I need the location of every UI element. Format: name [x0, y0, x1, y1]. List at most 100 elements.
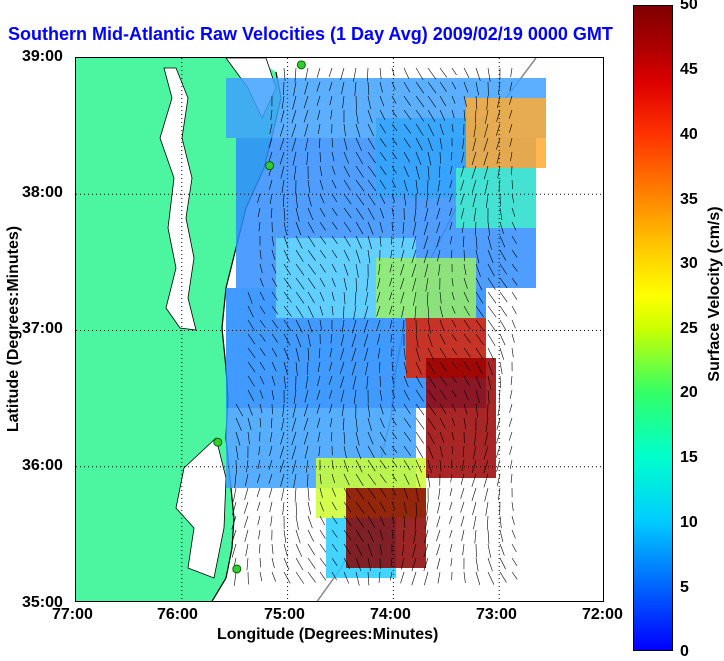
velocity-vector	[284, 572, 290, 583]
y-tick-label: 37:00	[22, 320, 63, 338]
x-tick-label: 74:00	[370, 606, 411, 624]
colorbar-tick: 40	[680, 126, 698, 144]
velocity-vector	[271, 516, 272, 526]
velocity-vector	[450, 530, 452, 538]
velocity-vector	[510, 390, 512, 399]
velocity-vector	[244, 502, 248, 514]
velocity-vector	[308, 488, 309, 501]
velocity-vector	[488, 530, 489, 544]
velocity-vector	[416, 68, 423, 80]
velocity-vector	[258, 530, 260, 539]
velocity-vector	[512, 292, 517, 300]
velocity-vector	[485, 488, 488, 501]
colorbar-tick: 15	[680, 449, 698, 467]
velocity-cell	[346, 488, 426, 568]
y-tick-label: 39:00	[22, 48, 63, 66]
velocity-vector	[488, 292, 496, 303]
velocity-vector	[308, 502, 311, 515]
colorbar	[633, 5, 673, 651]
velocity-vector	[438, 572, 440, 583]
velocity-vector	[510, 446, 512, 455]
velocity-vector	[257, 488, 260, 497]
velocity-field	[226, 78, 546, 578]
velocity-vector	[452, 68, 457, 75]
velocity-vector	[260, 572, 262, 581]
velocity-vector	[472, 488, 476, 501]
velocity-vector	[488, 334, 495, 346]
colorbar-tick: 50	[680, 0, 698, 14]
velocity-vector	[462, 530, 464, 541]
velocity-vector	[497, 460, 500, 472]
station-marker	[297, 61, 305, 69]
velocity-vector	[461, 516, 464, 527]
velocity-vector	[500, 572, 506, 582]
velocity-vector	[488, 572, 494, 585]
velocity-vector	[245, 488, 248, 500]
velocity-vector	[437, 544, 440, 555]
velocity-vector	[496, 432, 500, 444]
velocity-vector	[308, 572, 316, 582]
velocity-vector	[510, 404, 512, 413]
velocity-vector	[464, 68, 469, 78]
velocity-vector	[500, 334, 505, 345]
velocity-vector	[281, 488, 284, 501]
velocity-vector	[464, 572, 465, 583]
velocity-vector	[416, 432, 424, 443]
velocity-vector	[450, 488, 452, 496]
velocity-vector	[247, 558, 248, 570]
station-marker	[233, 565, 241, 573]
velocity-vector	[424, 572, 428, 585]
colorbar-label: Surface Velocity (cm/s)	[706, 184, 724, 404]
velocity-vector	[511, 68, 512, 77]
velocity-vector	[511, 376, 512, 385]
velocity-vector	[463, 544, 464, 555]
colorbar-tick: 0	[680, 643, 689, 661]
velocity-vector	[284, 558, 289, 570]
y-axis-label: Latitude (Degrees:Minutes)	[5, 219, 23, 439]
velocity-vector	[500, 558, 506, 569]
velocity-vector	[296, 558, 303, 570]
velocity-vector	[497, 418, 500, 430]
velocity-vector	[488, 558, 492, 571]
velocity-vector	[234, 572, 236, 586]
velocity-vector	[404, 68, 409, 79]
velocity-vector	[401, 572, 404, 583]
velocity-vector	[416, 446, 423, 458]
x-axis-label: Longitude (Degrees:Minutes)	[217, 626, 438, 644]
velocity-vector	[500, 348, 504, 360]
velocity-vector	[473, 516, 476, 529]
velocity-vector	[510, 460, 512, 469]
velocity-vector	[284, 530, 286, 543]
velocity-vector	[500, 306, 507, 316]
velocity-vector	[295, 488, 296, 502]
velocity-vector	[320, 544, 326, 552]
velocity-vector	[269, 488, 272, 498]
velocity-vector	[472, 502, 476, 515]
velocity-cell	[426, 358, 496, 478]
velocity-vector	[509, 418, 512, 427]
velocity-vector	[437, 502, 440, 513]
velocity-vector	[450, 502, 452, 510]
velocity-vector	[427, 502, 428, 516]
colorbar-tick: 20	[680, 384, 698, 402]
velocity-vector	[511, 474, 512, 483]
velocity-vector	[500, 362, 502, 374]
velocity-vector	[308, 544, 315, 555]
y-tick-label: 38:00	[22, 184, 63, 202]
velocity-vector	[476, 572, 480, 585]
x-tick-label: 75:00	[264, 606, 305, 624]
velocity-vector	[284, 544, 288, 556]
x-tick-label: 77:00	[52, 606, 93, 624]
velocity-vector	[512, 558, 517, 566]
velocity-vector	[500, 516, 501, 528]
velocity-vector	[496, 446, 500, 458]
velocity-vector	[497, 474, 500, 486]
velocity-vector	[296, 530, 300, 543]
x-tick-label: 72:00	[582, 606, 623, 624]
velocity-vector	[488, 320, 496, 331]
velocity-vector	[296, 572, 304, 584]
velocity-vector	[512, 334, 514, 343]
velocity-vector	[272, 558, 274, 568]
velocity-vector	[512, 306, 516, 314]
velocity-vector	[260, 558, 261, 567]
